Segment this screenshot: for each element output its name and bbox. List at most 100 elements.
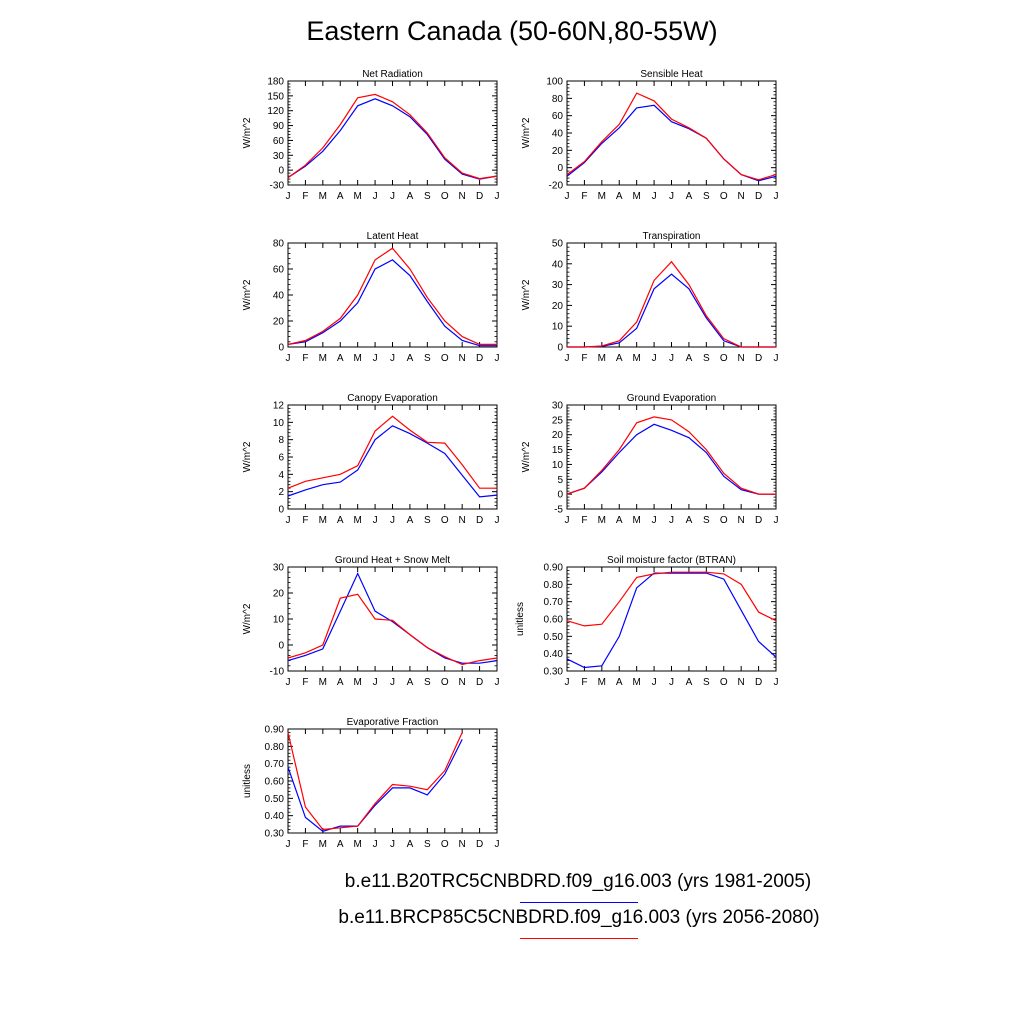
x-tick-label: M xyxy=(632,677,640,688)
x-tick-label: J xyxy=(669,191,674,202)
x-tick-label: A xyxy=(616,515,623,526)
y-tick-label: 0.50 xyxy=(265,794,285,805)
x-tick-label: A xyxy=(407,839,414,850)
y-tick-label: 30 xyxy=(552,280,564,291)
x-tick-label: J xyxy=(774,515,779,526)
x-tick-label: J xyxy=(286,515,291,526)
x-tick-label: A xyxy=(686,191,693,202)
x-tick-label: N xyxy=(459,191,466,202)
x-tick-label: M xyxy=(319,677,327,688)
x-tick-label: D xyxy=(476,191,483,202)
x-tick-label: M xyxy=(598,191,606,202)
y-tick-label: 30 xyxy=(552,401,564,412)
y-tick-label: -20 xyxy=(549,181,564,192)
x-tick-label: J xyxy=(565,677,570,688)
y-tick-label: 0.70 xyxy=(265,759,285,770)
x-tick-label: M xyxy=(632,191,640,202)
x-tick-label: A xyxy=(407,353,414,364)
y-tick-label: 50 xyxy=(552,239,564,250)
legend-line-1 xyxy=(520,938,638,939)
x-tick-label: F xyxy=(302,839,308,850)
x-tick-label: J xyxy=(565,191,570,202)
x-tick-label: J xyxy=(774,353,779,364)
x-tick-label: A xyxy=(337,191,344,202)
panel-title: Net Radiation xyxy=(362,69,423,80)
x-tick-label: J xyxy=(373,191,378,202)
y-tick-label: 40 xyxy=(552,259,564,270)
x-tick-label: D xyxy=(755,191,762,202)
x-tick-label: J xyxy=(774,191,779,202)
x-tick-label: F xyxy=(302,677,308,688)
x-tick-label: J xyxy=(774,677,779,688)
legend-label-0: b.e11.B20TRC5CNBDRD.f09_g16.003 (yrs 198… xyxy=(344,871,812,892)
x-tick-label: F xyxy=(302,515,308,526)
y-tick-label: 150 xyxy=(267,91,284,102)
x-tick-label: M xyxy=(598,353,606,364)
series-line-1 xyxy=(567,260,776,348)
x-tick-label: J xyxy=(286,353,291,364)
series-line-1 xyxy=(566,92,777,181)
y-tick-label: 0 xyxy=(557,490,563,501)
x-tick-label: J xyxy=(373,839,378,850)
panel-frame xyxy=(566,242,777,348)
x-tick-label: A xyxy=(616,677,623,688)
x-tick-label: F xyxy=(581,515,587,526)
x-tick-label: A xyxy=(337,677,344,688)
y-tick-label: 0.80 xyxy=(265,742,285,753)
x-tick-label: J xyxy=(390,839,395,850)
x-tick-label: J xyxy=(373,515,378,526)
x-tick-label: J xyxy=(390,677,395,688)
series-line-1 xyxy=(287,93,498,180)
x-tick-label: D xyxy=(755,677,762,688)
panel-title: Ground Heat + Snow Melt xyxy=(335,555,451,566)
y-tick-label: 2 xyxy=(278,487,284,498)
x-tick-label: M xyxy=(598,677,606,688)
x-tick-label: F xyxy=(581,191,587,202)
x-tick-label: M xyxy=(353,353,361,364)
y-tick-label: 10 xyxy=(552,322,564,333)
series-line-1 xyxy=(287,247,497,345)
series-line-1 xyxy=(287,732,463,831)
x-tick-label: J xyxy=(495,191,500,202)
panel-frame xyxy=(287,566,498,672)
x-tick-label: J xyxy=(652,677,657,688)
x-tick-label: J xyxy=(669,353,674,364)
series-line-0 xyxy=(287,572,498,664)
y-tick-label: 10 xyxy=(273,615,285,626)
x-tick-label: S xyxy=(703,191,710,202)
x-tick-label: F xyxy=(581,677,587,688)
x-tick-label: O xyxy=(441,515,449,526)
series-line-0 xyxy=(287,425,498,498)
y-tick-label: 0.80 xyxy=(544,580,564,591)
panel-frame xyxy=(287,404,498,510)
y-tick-label: 0.90 xyxy=(265,725,285,736)
x-tick-label: D xyxy=(755,353,762,364)
x-tick-label: J xyxy=(390,515,395,526)
panel-frame xyxy=(566,80,777,186)
panel-frame xyxy=(566,566,777,672)
panel-7: Soil moisture factor (BTRAN) unitless 0.30… xyxy=(515,555,779,688)
y-tick-label: 60 xyxy=(552,111,564,122)
x-tick-label: M xyxy=(598,515,606,526)
x-tick-label: D xyxy=(476,353,483,364)
x-tick-label: J xyxy=(495,839,500,850)
x-tick-label: M xyxy=(319,353,327,364)
panel-title: Soil moisture factor (BTRAN) xyxy=(607,555,736,566)
x-tick-label: J xyxy=(286,677,291,688)
y-tick-label: 0 xyxy=(278,505,284,516)
y-tick-label: -30 xyxy=(270,181,285,192)
y-tick-label: 12 xyxy=(273,401,285,412)
y-tick-label: 120 xyxy=(267,106,284,117)
panel-title: Canopy Evaporation xyxy=(347,393,438,404)
x-tick-label: O xyxy=(441,353,449,364)
panel-8: Evaporative Fraction unitless 0.30 0.40 0.50… xyxy=(242,717,500,850)
panel-title: Latent Heat xyxy=(367,231,419,242)
y-tick-label: 0.40 xyxy=(544,649,564,660)
x-tick-label: J xyxy=(669,677,674,688)
series-line-0 xyxy=(287,98,498,180)
y-tick-label: 30 xyxy=(273,151,285,162)
